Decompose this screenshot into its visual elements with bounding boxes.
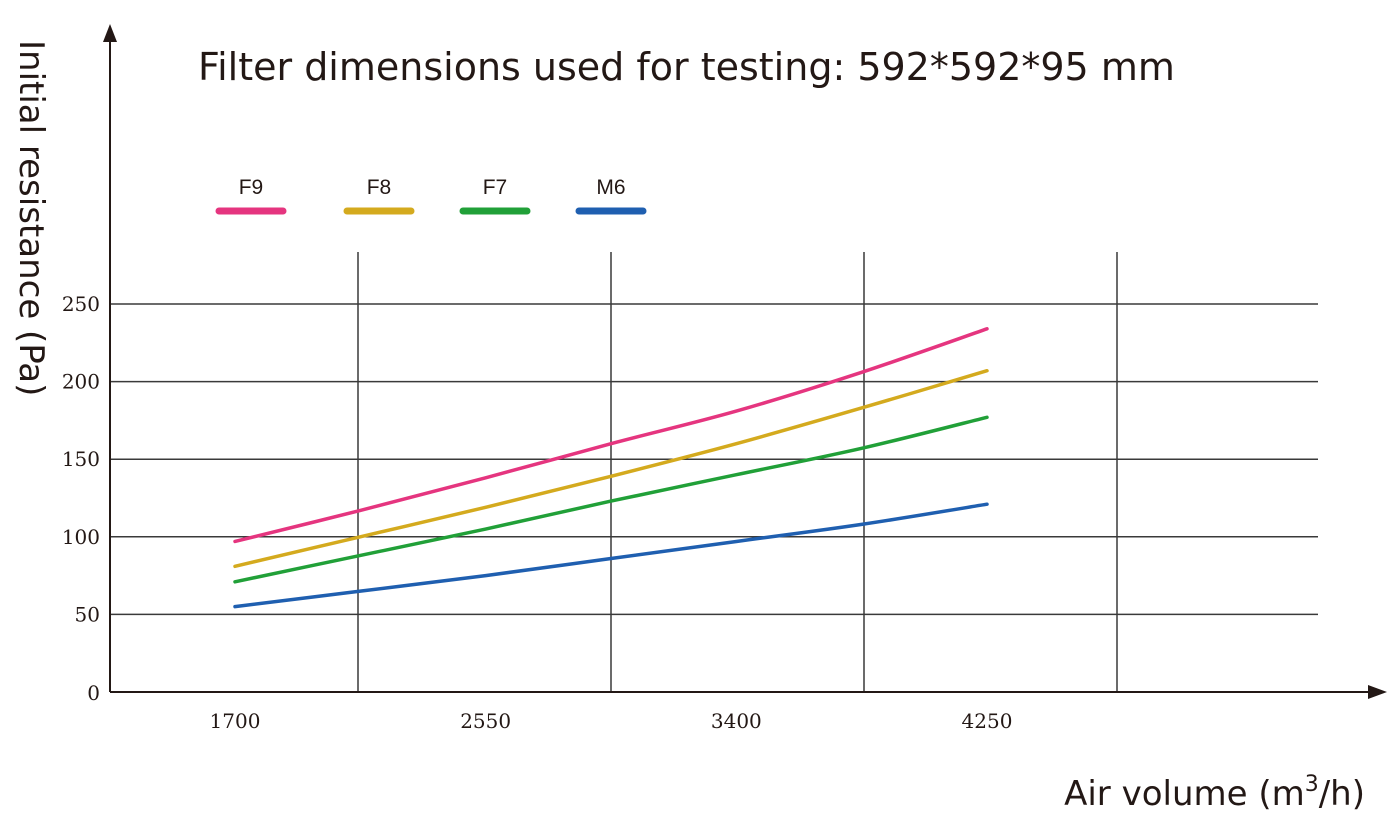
y-tick-label: 50	[75, 602, 100, 626]
legend-label-m6: M6	[596, 176, 625, 199]
x-axis-label-end: /h)	[1319, 774, 1365, 814]
x-axis-label-sup: 3	[1305, 772, 1319, 797]
x-tick-label: 2550	[460, 709, 511, 733]
data-series	[233, 327, 989, 609]
x-axis-label: Air volume (m3/h)	[1064, 772, 1365, 814]
x-axis-label-main: Air volume (m	[1064, 774, 1305, 814]
grid	[110, 252, 1318, 692]
y-axis-label: Initial resistance (Pa)	[11, 40, 51, 396]
y-tick-label: 250	[62, 292, 100, 316]
x-tick-labels: 1700 2550 3400 4250	[210, 709, 1013, 733]
y-tick-label: 0	[87, 681, 100, 705]
y-axis-arrow	[103, 24, 117, 42]
legend-label-f8: F8	[367, 176, 392, 199]
x-tick-label: 1700	[210, 709, 261, 733]
legend-label-f7: F7	[483, 176, 508, 199]
axes	[103, 24, 1387, 699]
series-line-f8	[233, 368, 989, 569]
x-axis-arrow	[1368, 685, 1387, 699]
chart-title: Filter dimensions used for testing: 592*…	[198, 45, 1175, 89]
series-line-f9	[233, 327, 989, 544]
legend-label-f9: F9	[239, 176, 264, 199]
y-tick-label: 200	[62, 370, 100, 394]
x-tick-label: 4250	[962, 709, 1013, 733]
series-line-f7	[233, 415, 989, 584]
x-tick-label: 3400	[711, 709, 762, 733]
legend: F9 F8 F7 M6	[215, 176, 647, 215]
y-tick-label: 150	[62, 447, 100, 471]
y-tick-labels: 0 50 100 150 200 250	[62, 292, 100, 705]
y-tick-label: 100	[62, 525, 100, 549]
series-line-m6	[233, 502, 989, 609]
